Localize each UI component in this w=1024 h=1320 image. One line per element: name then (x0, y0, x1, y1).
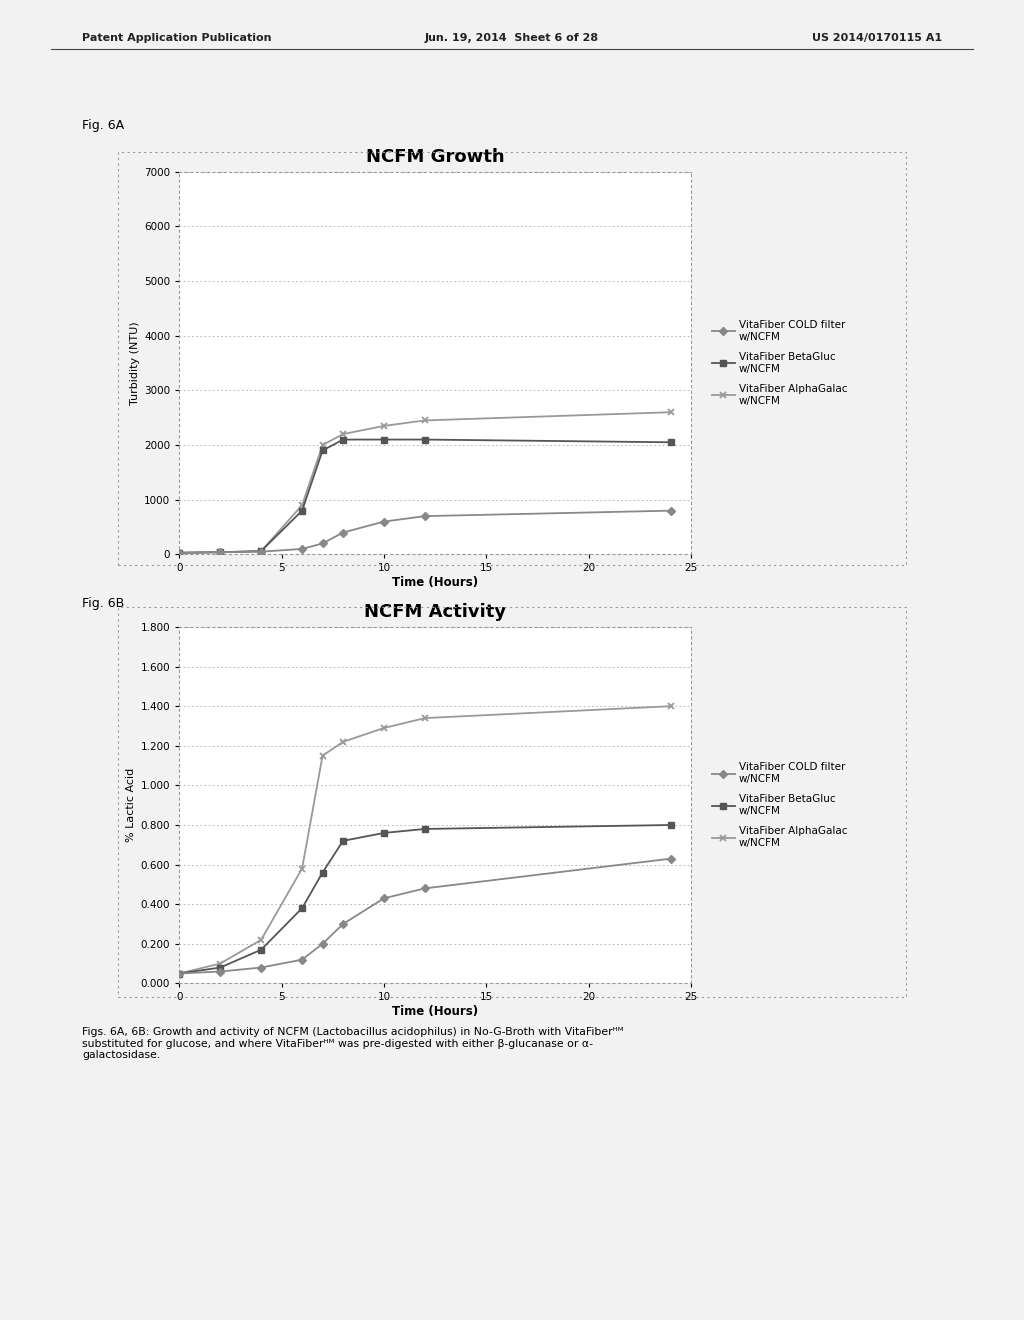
VitaFiber AlphaGalac
w/NCFM (337, 426, 349, 442)
Text: Patent Application Publication: Patent Application Publication (82, 33, 271, 44)
Text: US 2014/0170115 A1: US 2014/0170115 A1 (812, 33, 942, 44)
VitaFiber AlphaGalac
w/NCFM (296, 861, 308, 876)
Line: VitaFiber BetaGluc
w/NCFM: VitaFiber BetaGluc w/NCFM (176, 437, 674, 556)
VitaFiber AlphaGalac
w/NCFM (316, 747, 329, 763)
VitaFiber COLD filter
w/NCFM (337, 524, 349, 540)
VitaFiber COLD filter
w/NCFM (214, 544, 226, 560)
VitaFiber COLD filter
w/NCFM (316, 936, 329, 952)
Line: VitaFiber BetaGluc
w/NCFM: VitaFiber BetaGluc w/NCFM (176, 822, 674, 977)
VitaFiber BetaGluc
w/NCFM (665, 434, 677, 450)
Y-axis label: Turbidity (NTU): Turbidity (NTU) (130, 321, 140, 405)
VitaFiber BetaGluc
w/NCFM (337, 833, 349, 849)
VitaFiber COLD filter
w/NCFM (419, 508, 431, 524)
VitaFiber BetaGluc
w/NCFM (296, 503, 308, 519)
Text: Fig. 6B: Fig. 6B (82, 597, 124, 610)
VitaFiber AlphaGalac
w/NCFM (173, 545, 185, 561)
VitaFiber COLD filter
w/NCFM (419, 880, 431, 896)
Legend: VitaFiber COLD filter
w/NCFM, VitaFiber BetaGluc
w/NCFM, VitaFiber AlphaGalac
w/: VitaFiber COLD filter w/NCFM, VitaFiber … (712, 321, 847, 405)
VitaFiber BetaGluc
w/NCFM (378, 432, 390, 447)
VitaFiber BetaGluc
w/NCFM (296, 900, 308, 916)
VitaFiber BetaGluc
w/NCFM (665, 817, 677, 833)
VitaFiber AlphaGalac
w/NCFM (296, 498, 308, 513)
Title: NCFM Activity: NCFM Activity (365, 603, 506, 622)
Line: VitaFiber AlphaGalac
w/NCFM: VitaFiber AlphaGalac w/NCFM (176, 702, 674, 977)
VitaFiber COLD filter
w/NCFM (255, 544, 267, 560)
Text: Figs. 6A, 6B: Growth and activity of NCFM (​Lactobacillus acidophilus​) in No-G-: Figs. 6A, 6B: Growth and activity of NCF… (82, 1027, 624, 1060)
VitaFiber BetaGluc
w/NCFM (173, 966, 185, 982)
VitaFiber BetaGluc
w/NCFM (337, 432, 349, 447)
VitaFiber COLD filter
w/NCFM (296, 952, 308, 968)
VitaFiber AlphaGalac
w/NCFM (419, 710, 431, 726)
VitaFiber COLD filter
w/NCFM (255, 960, 267, 975)
VitaFiber COLD filter
w/NCFM (214, 964, 226, 979)
VitaFiber COLD filter
w/NCFM (173, 545, 185, 561)
VitaFiber AlphaGalac
w/NCFM (214, 956, 226, 972)
Text: Jun. 19, 2014  Sheet 6 of 28: Jun. 19, 2014 Sheet 6 of 28 (425, 33, 599, 44)
VitaFiber BetaGluc
w/NCFM (255, 942, 267, 958)
Text: Fig. 6A: Fig. 6A (82, 119, 124, 132)
Line: VitaFiber COLD filter
w/NCFM: VitaFiber COLD filter w/NCFM (176, 508, 674, 556)
VitaFiber COLD filter
w/NCFM (378, 513, 390, 529)
VitaFiber AlphaGalac
w/NCFM (255, 544, 267, 560)
VitaFiber AlphaGalac
w/NCFM (255, 932, 267, 948)
VitaFiber AlphaGalac
w/NCFM (214, 544, 226, 560)
VitaFiber AlphaGalac
w/NCFM (419, 412, 431, 428)
VitaFiber BetaGluc
w/NCFM (419, 432, 431, 447)
VitaFiber COLD filter
w/NCFM (296, 541, 308, 557)
VitaFiber AlphaGalac
w/NCFM (378, 418, 390, 434)
VitaFiber BetaGluc
w/NCFM (214, 960, 226, 975)
VitaFiber COLD filter
w/NCFM (337, 916, 349, 932)
VitaFiber BetaGluc
w/NCFM (378, 825, 390, 841)
VitaFiber BetaGluc
w/NCFM (316, 865, 329, 880)
Legend: VitaFiber COLD filter
w/NCFM, VitaFiber BetaGluc
w/NCFM, VitaFiber AlphaGalac
w/: VitaFiber COLD filter w/NCFM, VitaFiber … (712, 763, 847, 847)
VitaFiber BetaGluc
w/NCFM (255, 544, 267, 560)
VitaFiber BetaGluc
w/NCFM (316, 442, 329, 458)
VitaFiber COLD filter
w/NCFM (173, 966, 185, 982)
VitaFiber BetaGluc
w/NCFM (419, 821, 431, 837)
Line: VitaFiber AlphaGalac
w/NCFM: VitaFiber AlphaGalac w/NCFM (176, 409, 674, 556)
VitaFiber BetaGluc
w/NCFM (214, 544, 226, 560)
VitaFiber AlphaGalac
w/NCFM (337, 734, 349, 750)
Line: VitaFiber COLD filter
w/NCFM: VitaFiber COLD filter w/NCFM (176, 855, 674, 977)
VitaFiber AlphaGalac
w/NCFM (665, 698, 677, 714)
Y-axis label: % Lactic Acid: % Lactic Acid (126, 768, 136, 842)
VitaFiber COLD filter
w/NCFM (378, 890, 390, 906)
X-axis label: Time (Hours): Time (Hours) (392, 1006, 478, 1018)
VitaFiber AlphaGalac
w/NCFM (665, 404, 677, 420)
VitaFiber AlphaGalac
w/NCFM (378, 721, 390, 737)
Title: NCFM Growth: NCFM Growth (366, 148, 505, 166)
VitaFiber COLD filter
w/NCFM (665, 850, 677, 866)
VitaFiber BetaGluc
w/NCFM (173, 545, 185, 561)
VitaFiber AlphaGalac
w/NCFM (173, 966, 185, 982)
VitaFiber COLD filter
w/NCFM (316, 536, 329, 552)
X-axis label: Time (Hours): Time (Hours) (392, 577, 478, 589)
VitaFiber AlphaGalac
w/NCFM (316, 437, 329, 453)
VitaFiber COLD filter
w/NCFM (665, 503, 677, 519)
